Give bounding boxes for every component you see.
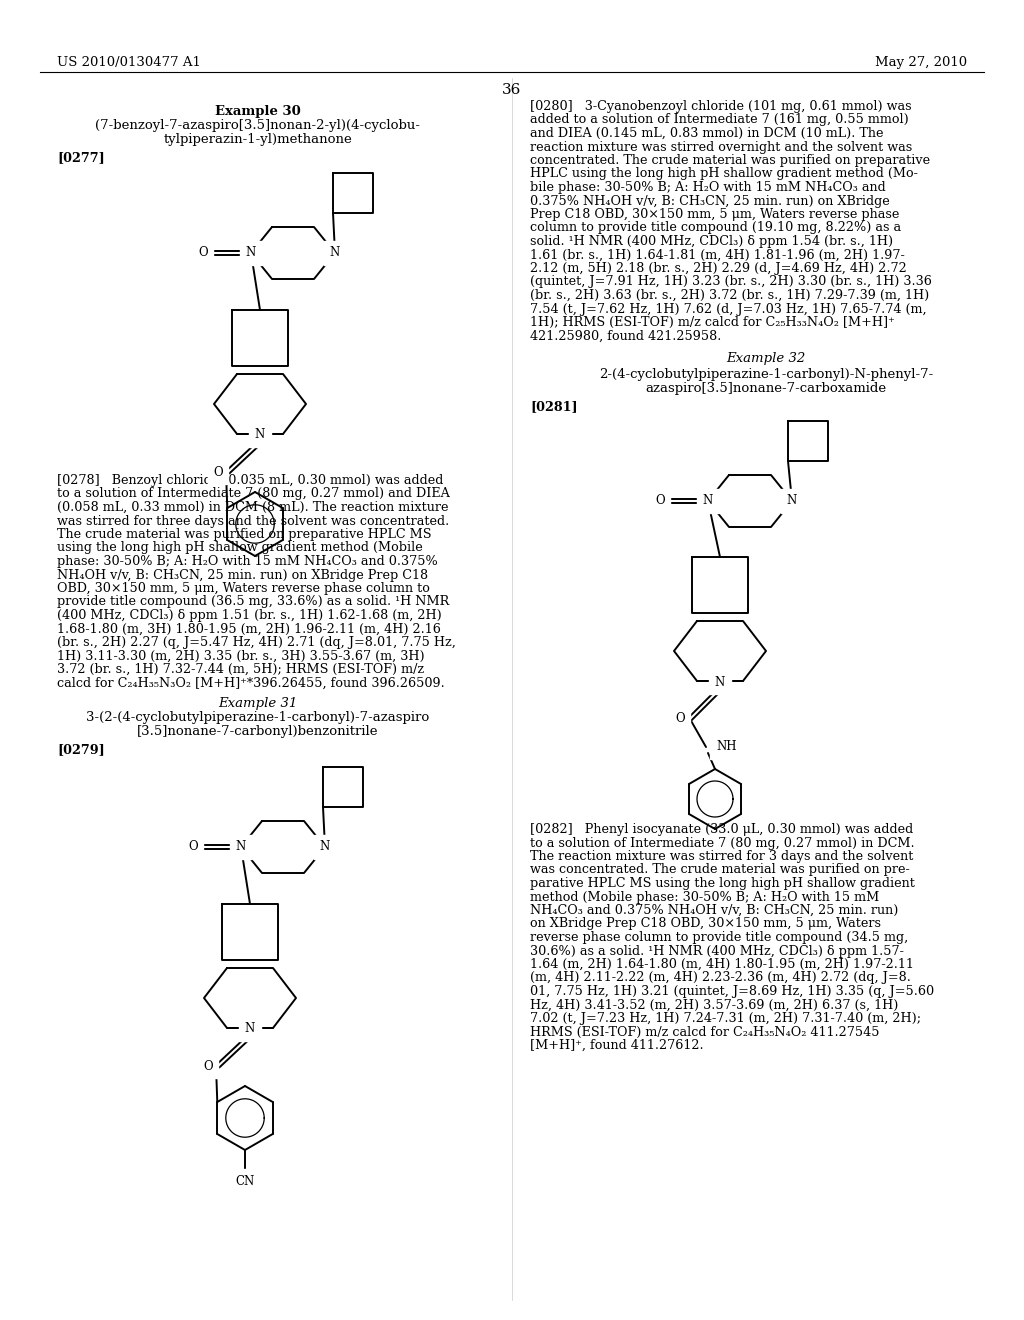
Text: [0281]: [0281] <box>530 400 578 413</box>
Text: NH₄OH v/v, B: CH₃CN, 25 min. run) on XBridge Prep C18: NH₄OH v/v, B: CH₃CN, 25 min. run) on XBr… <box>57 569 428 582</box>
Text: CN: CN <box>236 1175 255 1188</box>
Text: [0278]   Benzoyl chloride (0.035 mL, 0.30 mmol) was added: [0278] Benzoyl chloride (0.035 mL, 0.30 … <box>57 474 443 487</box>
Text: (br. s., 2H) 3.63 (br. s., 2H) 3.72 (br. s., 1H) 7.29-7.39 (m, 1H): (br. s., 2H) 3.63 (br. s., 2H) 3.72 (br.… <box>530 289 929 302</box>
Text: column to provide title compound (19.10 mg, 8.22%) as a: column to provide title compound (19.10 … <box>530 222 901 235</box>
Text: 1.61 (br. s., 1H) 1.64-1.81 (m, 4H) 1.81-1.96 (m, 2H) 1.97-: 1.61 (br. s., 1H) 1.64-1.81 (m, 4H) 1.81… <box>530 248 905 261</box>
Text: [0280]   3-Cyanobenzoyl chloride (101 mg, 0.61 mmol) was: [0280] 3-Cyanobenzoyl chloride (101 mg, … <box>530 100 911 114</box>
Text: NH₄CO₃ and 0.375% NH₄OH v/v, B: CH₃CN, 25 min. run): NH₄CO₃ and 0.375% NH₄OH v/v, B: CH₃CN, 2… <box>530 904 898 917</box>
Text: Hz, 4H) 3.41-3.52 (m, 2H) 3.57-3.69 (m, 2H) 6.37 (s, 1H): Hz, 4H) 3.41-3.52 (m, 2H) 3.57-3.69 (m, … <box>530 998 898 1011</box>
Text: Example 31: Example 31 <box>218 697 298 710</box>
Text: US 2010/0130477 A1: US 2010/0130477 A1 <box>57 55 201 69</box>
Text: O: O <box>655 495 665 507</box>
Text: (m, 4H) 2.11-2.22 (m, 4H) 2.23-2.36 (m, 4H) 2.72 (dq, J=8.: (m, 4H) 2.11-2.22 (m, 4H) 2.23-2.36 (m, … <box>530 972 911 985</box>
Text: concentrated. The crude material was purified on preparative: concentrated. The crude material was pur… <box>530 154 930 168</box>
Text: method (Mobile phase: 30-50% B; A: H₂O with 15 mM: method (Mobile phase: 30-50% B; A: H₂O w… <box>530 891 880 903</box>
Text: 30.6%) as a solid. ¹H NMR (400 MHz, CDCl₃) δ ppm 1.57-: 30.6%) as a solid. ¹H NMR (400 MHz, CDCl… <box>530 945 904 957</box>
Text: added to a solution of Intermediate 7 (161 mg, 0.55 mmol): added to a solution of Intermediate 7 (1… <box>530 114 908 127</box>
Text: OBD, 30×150 mm, 5 μm, Waters reverse phase column to: OBD, 30×150 mm, 5 μm, Waters reverse pha… <box>57 582 430 595</box>
Text: 7.02 (t, J=7.23 Hz, 1H) 7.24-7.31 (m, 2H) 7.31-7.40 (m, 2H);: 7.02 (t, J=7.23 Hz, 1H) 7.24-7.31 (m, 2H… <box>530 1012 921 1026</box>
Text: (7-benzoyl-7-azaspiro[3.5]nonan-2-yl)(4-cyclobu-: (7-benzoyl-7-azaspiro[3.5]nonan-2-yl)(4-… <box>95 119 421 132</box>
Text: 7.54 (t, J=7.62 Hz, 1H) 7.62 (d, J=7.03 Hz, 1H) 7.65-7.74 (m,: 7.54 (t, J=7.62 Hz, 1H) 7.62 (d, J=7.03 … <box>530 302 927 315</box>
Text: 36: 36 <box>503 83 521 96</box>
Text: N: N <box>702 495 713 507</box>
Text: to a solution of Intermediate 7 (80 mg, 0.27 mmol) and DIEA: to a solution of Intermediate 7 (80 mg, … <box>57 487 450 500</box>
Text: N: N <box>246 247 256 260</box>
Text: (br. s., 2H) 2.27 (q, J=5.47 Hz, 4H) 2.71 (dq, J=8.01, 7.75 Hz,: (br. s., 2H) 2.27 (q, J=5.47 Hz, 4H) 2.7… <box>57 636 456 649</box>
Text: [0282]   Phenyl isocyanate (33.0 μL, 0.30 mmol) was added: [0282] Phenyl isocyanate (33.0 μL, 0.30 … <box>530 822 913 836</box>
Text: Example 32: Example 32 <box>726 352 806 366</box>
Text: 01, 7.75 Hz, 1H) 3.21 (quintet, J=8.69 Hz, 1H) 3.35 (q, J=5.60: 01, 7.75 Hz, 1H) 3.21 (quintet, J=8.69 H… <box>530 985 934 998</box>
Text: reverse phase column to provide title compound (34.5 mg,: reverse phase column to provide title co… <box>530 931 908 944</box>
Text: The reaction mixture was stirred for 3 days and the solvent: The reaction mixture was stirred for 3 d… <box>530 850 913 863</box>
Text: O: O <box>213 466 223 479</box>
Text: N: N <box>255 429 265 441</box>
Text: [0277]: [0277] <box>57 150 104 164</box>
Text: N: N <box>715 676 725 689</box>
Text: O: O <box>199 247 208 260</box>
Text: reaction mixture was stirred overnight and the solvent was: reaction mixture was stirred overnight a… <box>530 140 912 153</box>
Text: NH: NH <box>716 741 736 754</box>
Text: (0.058 mL, 0.33 mmol) in DCM (8 mL). The reaction mixture: (0.058 mL, 0.33 mmol) in DCM (8 mL). The… <box>57 502 449 513</box>
Text: The crude material was purified on preparative HPLC MS: The crude material was purified on prepa… <box>57 528 431 541</box>
Text: N: N <box>319 841 330 854</box>
Text: 2.12 (m, 5H) 2.18 (br. s., 2H) 2.29 (d, J=4.69 Hz, 4H) 2.72: 2.12 (m, 5H) 2.18 (br. s., 2H) 2.29 (d, … <box>530 261 906 275</box>
Text: [3.5]nonane-7-carbonyl)benzonitrile: [3.5]nonane-7-carbonyl)benzonitrile <box>137 725 379 738</box>
Text: 1.68-1.80 (m, 3H) 1.80-1.95 (m, 2H) 1.96-2.11 (m, 4H) 2.16: 1.68-1.80 (m, 3H) 1.80-1.95 (m, 2H) 1.96… <box>57 623 441 635</box>
Text: 1H) 3.11-3.30 (m, 2H) 3.35 (br. s., 3H) 3.55-3.67 (m, 3H): 1H) 3.11-3.30 (m, 2H) 3.35 (br. s., 3H) … <box>57 649 425 663</box>
Text: tylpiperazin-1-yl)methanone: tylpiperazin-1-yl)methanone <box>164 133 352 147</box>
Text: N: N <box>330 247 340 260</box>
Text: azaspiro[3.5]nonane-7-carboxamide: azaspiro[3.5]nonane-7-carboxamide <box>645 381 887 395</box>
Text: phase: 30-50% B; A: H₂O with 15 mM NH₄CO₃ and 0.375%: phase: 30-50% B; A: H₂O with 15 mM NH₄CO… <box>57 554 437 568</box>
Text: provide title compound (36.5 mg, 33.6%) as a solid. ¹H NMR: provide title compound (36.5 mg, 33.6%) … <box>57 595 450 609</box>
Text: May 27, 2010: May 27, 2010 <box>874 55 967 69</box>
Text: N: N <box>236 841 246 854</box>
Text: [0279]: [0279] <box>57 743 104 756</box>
Text: O: O <box>203 1060 213 1072</box>
Text: (quintet, J=7.91 Hz, 1H) 3.23 (br. s., 2H) 3.30 (br. s., 1H) 3.36: (quintet, J=7.91 Hz, 1H) 3.23 (br. s., 2… <box>530 276 932 289</box>
Text: on XBridge Prep C18 OBD, 30×150 mm, 5 μm, Waters: on XBridge Prep C18 OBD, 30×150 mm, 5 μm… <box>530 917 881 931</box>
Text: HPLC using the long high pH shallow gradient method (Mo-: HPLC using the long high pH shallow grad… <box>530 168 918 181</box>
Text: Prep C18 OBD, 30×150 mm, 5 μm, Waters reverse phase: Prep C18 OBD, 30×150 mm, 5 μm, Waters re… <box>530 209 899 220</box>
Text: 421.25980, found 421.25958.: 421.25980, found 421.25958. <box>530 330 721 342</box>
Text: N: N <box>786 495 797 507</box>
Text: to a solution of Intermediate 7 (80 mg, 0.27 mmol) in DCM.: to a solution of Intermediate 7 (80 mg, … <box>530 837 914 850</box>
Text: bile phase: 30-50% B; A: H₂O with 15 mM NH₄CO₃ and: bile phase: 30-50% B; A: H₂O with 15 mM … <box>530 181 886 194</box>
Text: calcd for C₂₄H₃₅N₃O₂ [M+H]⁺*396.26455, found 396.26509.: calcd for C₂₄H₃₅N₃O₂ [M+H]⁺*396.26455, f… <box>57 676 444 689</box>
Text: N: N <box>245 1023 255 1035</box>
Text: was concentrated. The crude material was purified on pre-: was concentrated. The crude material was… <box>530 863 909 876</box>
Text: solid. ¹H NMR (400 MHz, CDCl₃) δ ppm 1.54 (br. s., 1H): solid. ¹H NMR (400 MHz, CDCl₃) δ ppm 1.5… <box>530 235 893 248</box>
Text: O: O <box>188 841 198 854</box>
Text: Example 30: Example 30 <box>215 106 301 117</box>
Text: 3.72 (br. s., 1H) 7.32-7.44 (m, 5H); HRMS (ESI-TOF) m/z: 3.72 (br. s., 1H) 7.32-7.44 (m, 5H); HRM… <box>57 663 424 676</box>
Text: parative HPLC MS using the long high pH shallow gradient: parative HPLC MS using the long high pH … <box>530 876 914 890</box>
Text: 1H); HRMS (ESI-TOF) m/z calcd for C₂₅H₃₃N₄O₂ [M+H]⁺: 1H); HRMS (ESI-TOF) m/z calcd for C₂₅H₃₃… <box>530 315 895 329</box>
Text: and DIEA (0.145 mL, 0.83 mmol) in DCM (10 mL). The: and DIEA (0.145 mL, 0.83 mmol) in DCM (1… <box>530 127 884 140</box>
Text: (400 MHz, CDCl₃) δ ppm 1.51 (br. s., 1H) 1.62-1.68 (m, 2H): (400 MHz, CDCl₃) δ ppm 1.51 (br. s., 1H)… <box>57 609 441 622</box>
Text: HRMS (ESI-TOF) m/z calcd for C₂₄H₃₅N₄O₂ 411.27545: HRMS (ESI-TOF) m/z calcd for C₂₄H₃₅N₄O₂ … <box>530 1026 880 1039</box>
Text: was stirred for three days and the solvent was concentrated.: was stirred for three days and the solve… <box>57 515 450 528</box>
Text: O: O <box>675 713 685 726</box>
Text: 3-(2-(4-cyclobutylpiperazine-1-carbonyl)-7-azaspiro: 3-(2-(4-cyclobutylpiperazine-1-carbonyl)… <box>86 711 430 723</box>
Text: [M+H]⁺, found 411.27612.: [M+H]⁺, found 411.27612. <box>530 1039 703 1052</box>
Text: using the long high pH shallow gradient method (Mobile: using the long high pH shallow gradient … <box>57 541 423 554</box>
Text: 2-(4-cyclobutylpiperazine-1-carbonyl)-N-phenyl-7-: 2-(4-cyclobutylpiperazine-1-carbonyl)-N-… <box>599 368 933 381</box>
Text: 1.64 (m, 2H) 1.64-1.80 (m, 4H) 1.80-1.95 (m, 2H) 1.97-2.11: 1.64 (m, 2H) 1.64-1.80 (m, 4H) 1.80-1.95… <box>530 958 913 972</box>
Text: 0.375% NH₄OH v/v, B: CH₃CN, 25 min. run) on XBridge: 0.375% NH₄OH v/v, B: CH₃CN, 25 min. run)… <box>530 194 890 207</box>
